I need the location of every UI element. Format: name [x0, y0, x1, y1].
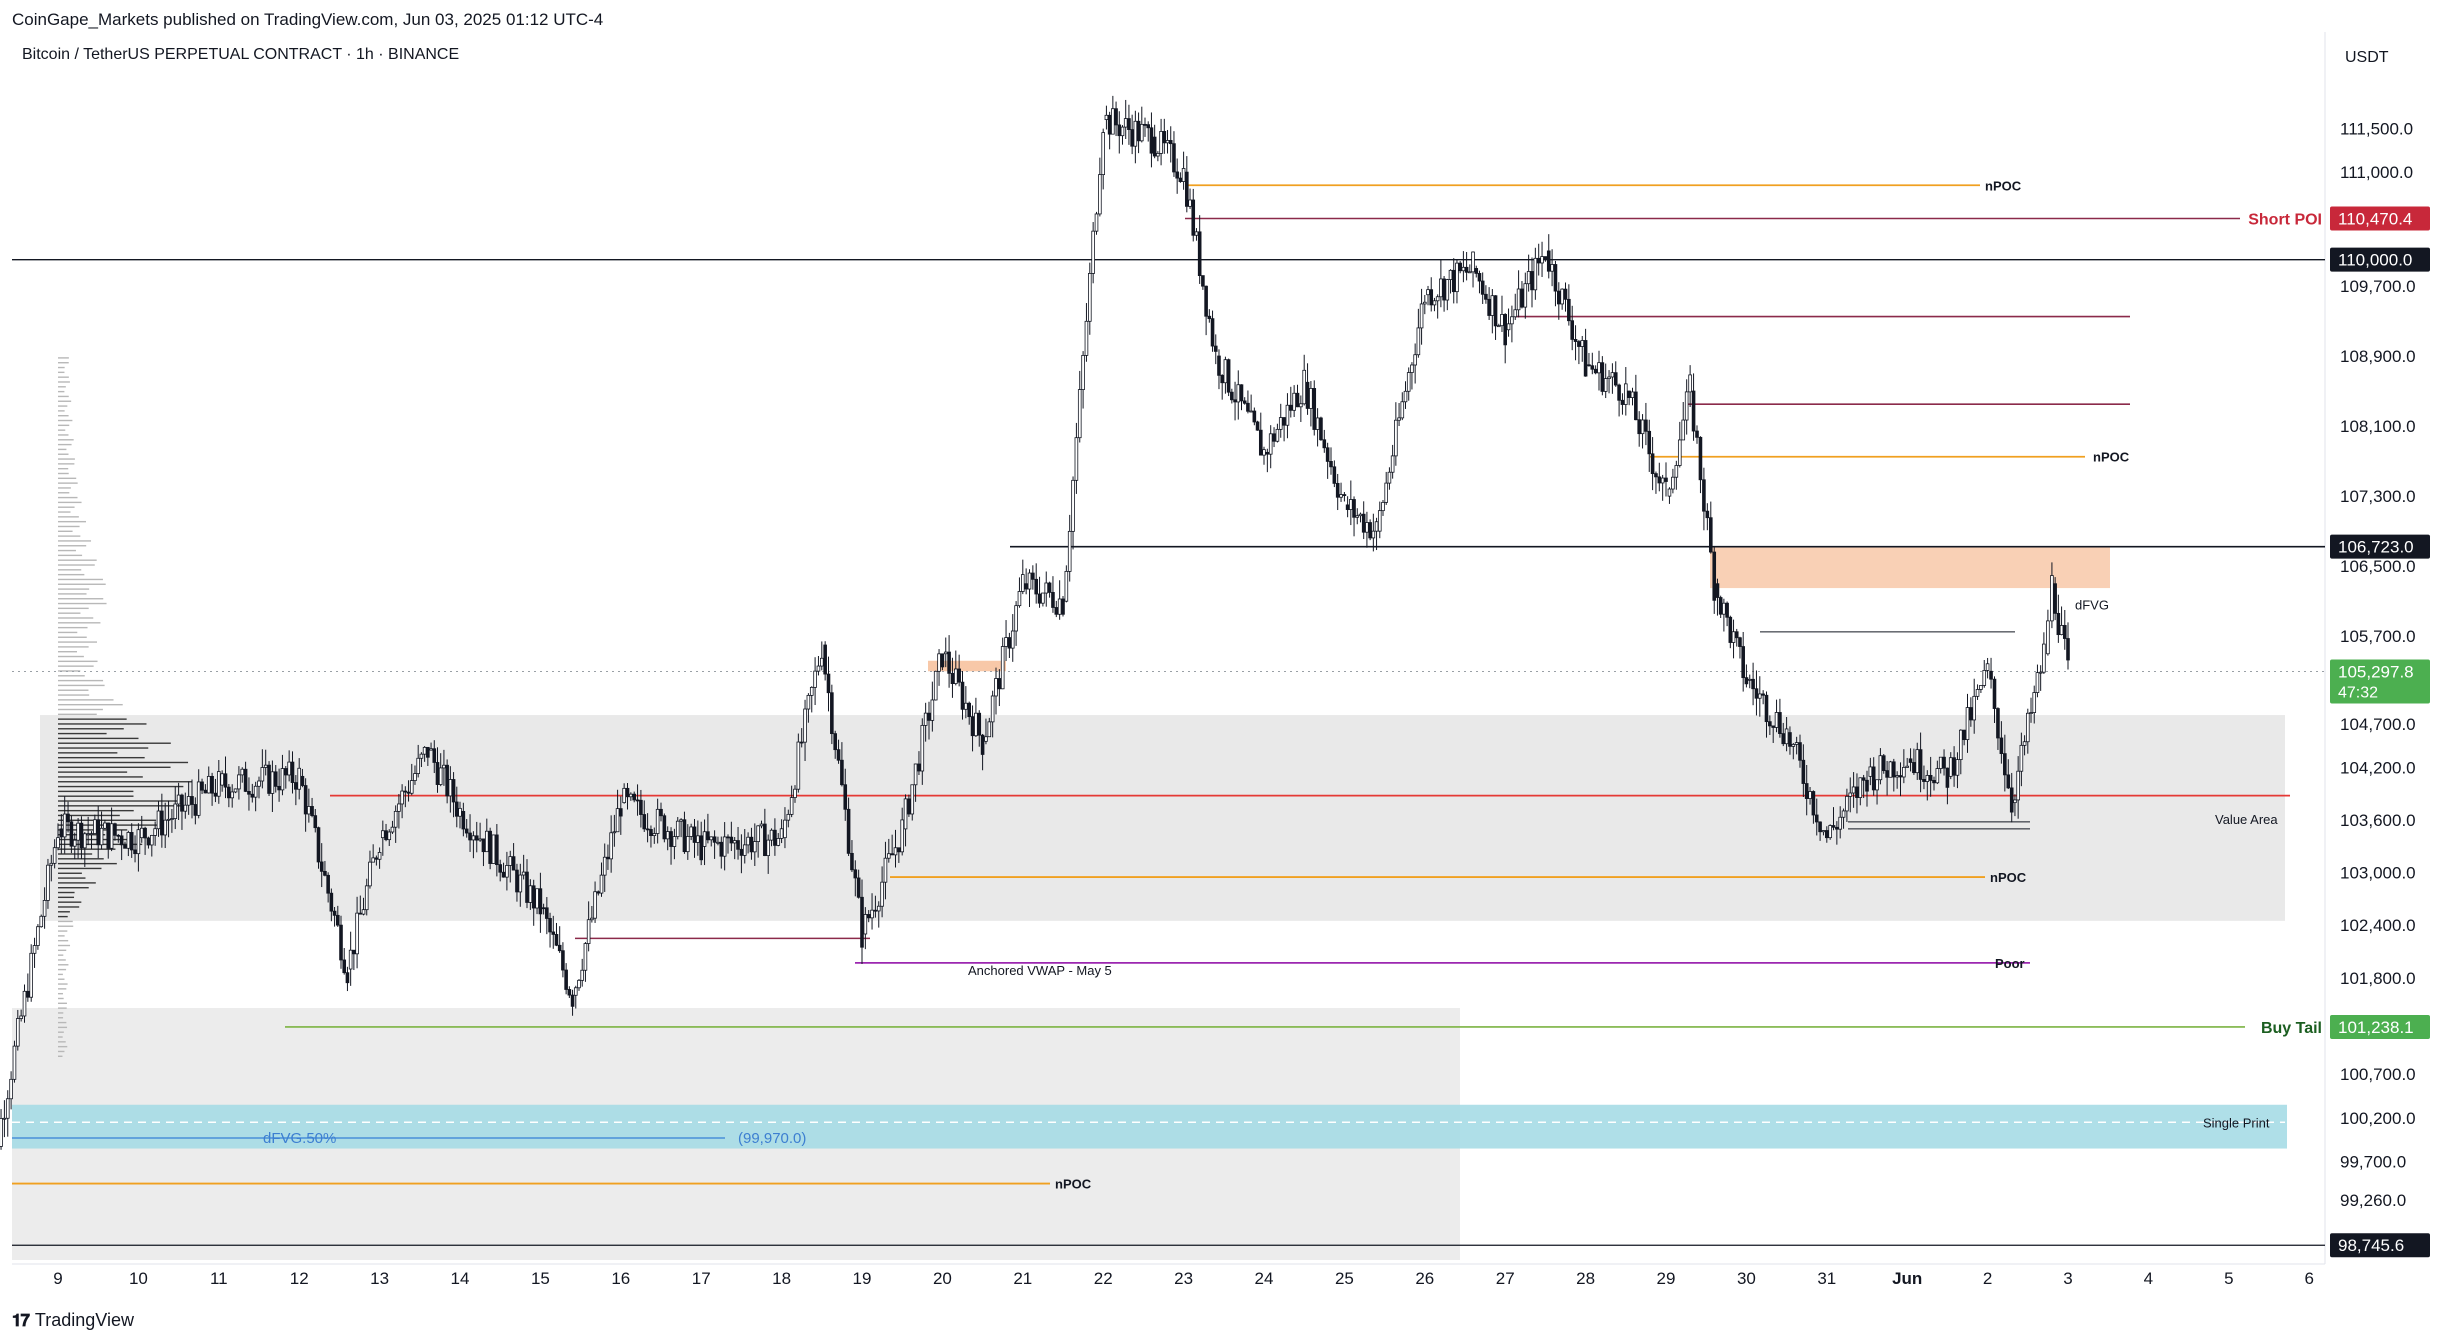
x-tick-label-17: 26: [1415, 1269, 1434, 1288]
x-tick-label-0: 9: [53, 1269, 62, 1288]
x-tick-label-15: 24: [1255, 1269, 1274, 1288]
x-tick-label-20: 29: [1657, 1269, 1676, 1288]
price-badge-value-5: 98,745.6: [2338, 1236, 2404, 1255]
symbol-title: Bitcoin / TetherUS PERPETUAL CONTRACT · …: [22, 46, 460, 63]
single-print-zone: [12, 1104, 2287, 1149]
x-tick-label-5: 14: [451, 1269, 470, 1288]
x-tick-label-25: 3: [2063, 1269, 2072, 1288]
x-tick-label-22: 31: [1817, 1269, 1836, 1288]
price-badge-value-0: 110,470.4: [2338, 209, 2412, 228]
price-badge-4: [2330, 1014, 2430, 1039]
y-tick-label-2: 109,700.0: [2340, 277, 2416, 296]
tradingview-footer[interactable]: 𝟏𝟕 TradingView: [12, 1310, 134, 1331]
x-tick-label-8: 17: [692, 1269, 711, 1288]
x-tick-label-19: 28: [1576, 1269, 1595, 1288]
x-tick-label-4: 13: [370, 1269, 389, 1288]
x-tick-label-14: 23: [1174, 1269, 1193, 1288]
y-tick-label-13: 101,800.0: [2340, 969, 2416, 988]
publisher-caption: CoinGape_Markets published on TradingVie…: [12, 10, 604, 29]
volume-profile: [58, 357, 192, 1057]
poor-label: Poor: [1995, 956, 2025, 971]
npoc-label-top: nPOC: [1985, 178, 2022, 193]
y-tick-label-11: 103,000.0: [2340, 864, 2416, 883]
x-tick-label-6: 15: [531, 1269, 550, 1288]
npoc-label-low: nPOC: [1990, 870, 2027, 885]
dfvg-50-label: dFVG.50%: [263, 1130, 336, 1147]
value-area-label: Value Area: [2215, 812, 2278, 827]
x-tick-label-2: 11: [210, 1269, 228, 1288]
x-tick-label-16: 25: [1335, 1269, 1354, 1288]
dfvg-50-value-label: (99,970.0): [738, 1130, 806, 1147]
price-badge-value-2: 106,723.0: [2338, 538, 2414, 557]
price-badge-3: [2330, 659, 2430, 704]
small-fvg-zone: [928, 660, 1006, 672]
x-tick-label-23: Jun: [1892, 1269, 1922, 1288]
y-tick-label-12: 102,400.0: [2340, 916, 2416, 935]
currency-label: USDT: [2345, 49, 2389, 66]
x-tick-label-28: 6: [2304, 1269, 2313, 1288]
x-tick-label-27: 5: [2224, 1269, 2233, 1288]
price-badge-0: [2330, 206, 2430, 231]
x-tick-label-11: 20: [933, 1269, 952, 1288]
price-badge-sub-3: 47:32: [2338, 684, 2378, 701]
y-tick-label-14: 100,700.0: [2340, 1065, 2416, 1084]
x-tick-label-24: 2: [1983, 1269, 1992, 1288]
price-badge-value-1: 110,000.0: [2338, 251, 2412, 270]
y-tick-label-1: 111,000.0: [2340, 163, 2413, 182]
candles: [0, 95, 2070, 1150]
price-badge-2: [2330, 534, 2430, 559]
price-badge-value-4: 101,238.1: [2338, 1018, 2414, 1037]
single-print-label: Single Print: [2203, 1115, 2270, 1130]
y-tick-label-6: 106,500.0: [2340, 557, 2416, 576]
x-tick-label-21: 30: [1737, 1269, 1756, 1288]
x-tick-label-13: 22: [1094, 1269, 1113, 1288]
price-badge-5: [2330, 1233, 2430, 1258]
x-tick-label-9: 18: [772, 1269, 791, 1288]
npoc-label-mid: nPOC: [2093, 450, 2130, 465]
y-tick-label-15: 100,200.0: [2340, 1109, 2416, 1128]
y-tick-label-0: 111,500.0: [2340, 119, 2413, 138]
y-tick-label-9: 104,200.0: [2340, 759, 2416, 778]
dfvg-label: dFVG: [2075, 598, 2109, 613]
x-tick-label-3: 12: [290, 1269, 309, 1288]
y-tick-label-7: 105,700.0: [2340, 627, 2416, 646]
brand-label: TradingView: [34, 1310, 134, 1330]
x-tick-label-10: 19: [853, 1269, 872, 1288]
price-badge-label-0: Short POI: [2248, 211, 2322, 228]
x-tick-label-7: 16: [611, 1269, 630, 1288]
y-tick-label-16: 99,700.0: [2340, 1153, 2406, 1172]
price-badge-value-3: 105,297.8: [2338, 662, 2414, 681]
y-tick-label-10: 103,600.0: [2340, 811, 2416, 830]
y-tick-label-4: 108,100.0: [2340, 417, 2416, 436]
x-tick-label-26: 4: [2144, 1269, 2153, 1288]
npoc-label-bottom: nPOC: [1055, 1177, 1092, 1192]
tradingview-logo-icon: 𝟏𝟕: [12, 1310, 30, 1330]
x-tick-label-18: 27: [1496, 1269, 1515, 1288]
y-tick-label-5: 107,300.0: [2340, 487, 2416, 506]
value-area-zone: [40, 715, 2285, 921]
fvg-zone: [1710, 546, 2110, 589]
anchored-vwap-label: Anchored VWAP - May 5: [968, 963, 1112, 978]
x-tick-label-12: 21: [1013, 1269, 1032, 1288]
y-tick-label-8: 104,700.0: [2340, 715, 2416, 734]
y-tick-label-17: 99,260.0: [2340, 1191, 2406, 1210]
y-tick-label-3: 108,900.0: [2340, 347, 2416, 366]
price-badge-label-4: Buy Tail: [2261, 1020, 2322, 1037]
x-tick-label-1: 10: [129, 1269, 148, 1288]
price-badge-1: [2330, 247, 2430, 272]
